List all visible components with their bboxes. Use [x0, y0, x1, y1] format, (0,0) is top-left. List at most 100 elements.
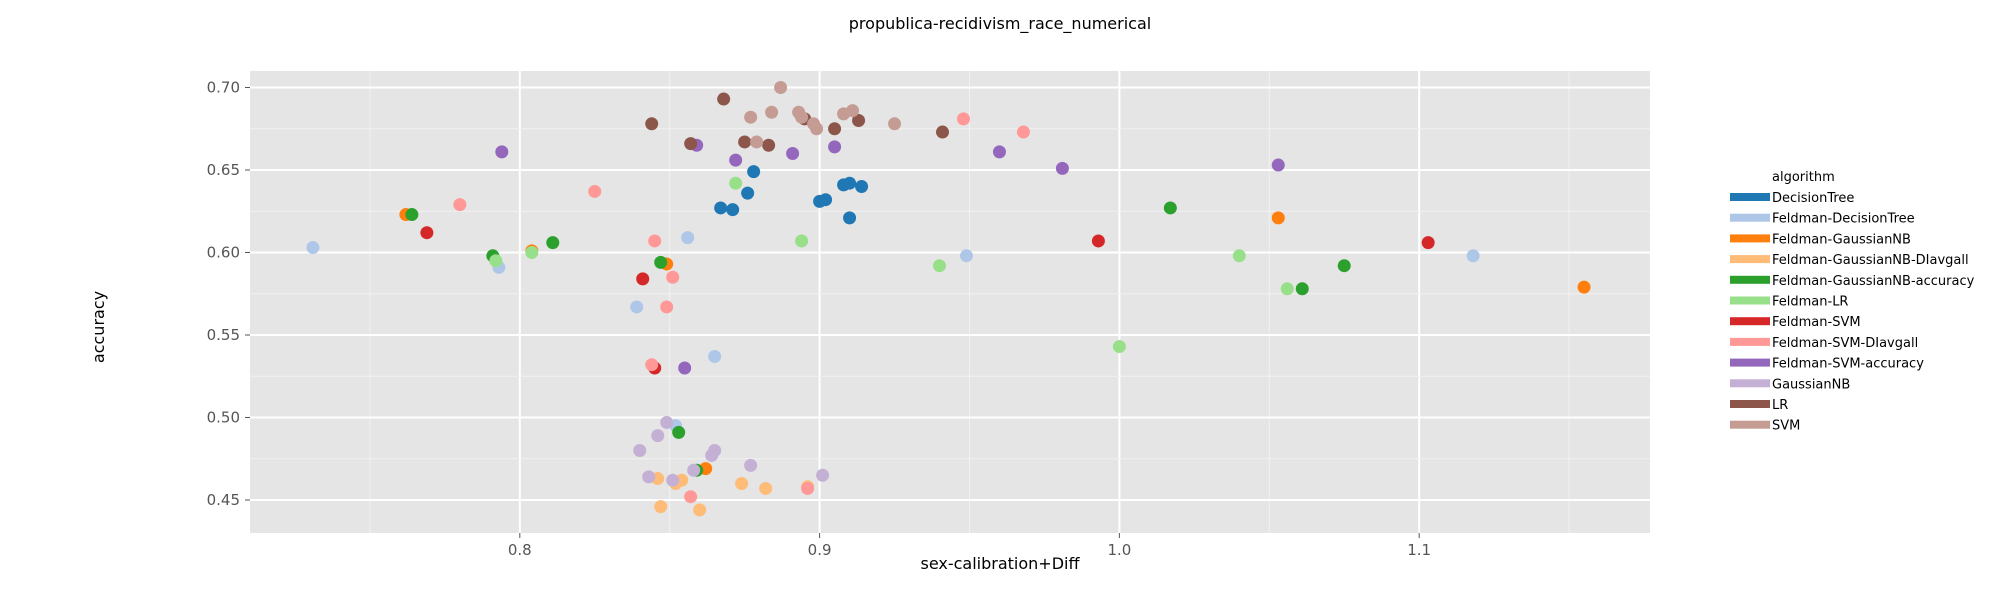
y-tick-label: 0.60 [207, 244, 240, 262]
y-axis-label: accuracy [89, 291, 108, 363]
point-feldman-gaussiannb-accuracy [546, 236, 560, 250]
point-feldman-gaussiannb-accuracy [1295, 282, 1309, 296]
point-feldman-svm-accuracy [495, 145, 509, 159]
point-feldman-svm-accuracy [1055, 161, 1069, 175]
point-feldman-decisiontree [306, 241, 320, 255]
point-feldman-svm-accuracy [992, 145, 1006, 159]
point-feldman-lr [525, 246, 539, 259]
point-feldman-svm [636, 272, 650, 286]
x-tick-label: 0.8 [508, 541, 532, 559]
data-points [306, 81, 1591, 517]
legend-swatch-svm [1730, 420, 1770, 429]
axis-ticks: 0.8 0.9 1.0 1.1 0.45 0.50 0.55 0.60 0.65 0.70 [207, 79, 1432, 560]
point-feldman-gaussiannb-accuracy [1337, 259, 1351, 273]
y-tick-label: 0.50 [207, 409, 240, 427]
point-feldman-lr [1280, 282, 1294, 296]
x-tick-label: 1.0 [1107, 541, 1131, 559]
point-decisiontree [726, 203, 740, 217]
point-feldman-gaussiannb-diavgall [693, 503, 707, 517]
point-feldman-svm-diavgall [956, 112, 970, 126]
point-feldman-gaussiannb-diavgall [735, 477, 749, 490]
point-gaussiannb [816, 468, 830, 482]
point-svm [750, 135, 764, 149]
point-feldman-decisiontree [630, 300, 644, 314]
point-svm [765, 105, 779, 119]
point-feldman-lr [795, 234, 809, 248]
point-feldman-lr [489, 254, 503, 268]
point-gaussiannb [660, 415, 674, 429]
legend-label-feldman-gaussiannb-accuracy: Feldman-GaussianNB-accuracy [1772, 274, 1975, 289]
legend-swatch-decisiontree [1730, 193, 1770, 201]
point-decisiontree [855, 180, 869, 193]
point-feldman-svm [1421, 236, 1435, 250]
point-gaussiannb [687, 463, 701, 477]
legend-swatch-gaussiannb [1730, 379, 1770, 388]
point-lr [738, 135, 752, 149]
point-feldman-svm-accuracy [1271, 158, 1285, 172]
point-gaussiannb [651, 429, 665, 443]
legend-swatch-feldman-svm-diavgall [1730, 337, 1770, 346]
point-lr [828, 122, 842, 136]
point-gaussiannb [744, 458, 758, 472]
x-tick-label: 1.1 [1407, 541, 1431, 559]
point-decisiontree [714, 201, 728, 215]
chart-title: propublica-recidivism_race_numerical [849, 14, 1151, 34]
point-feldman-svm-diavgall [588, 184, 602, 198]
x-tick-label: 0.9 [808, 541, 832, 559]
point-lr [852, 114, 866, 127]
point-feldman-svm-accuracy [786, 147, 800, 160]
legend-label-feldman-svm-accuracy: Feldman-SVM-accuracy [1772, 357, 1924, 372]
point-decisiontree [843, 211, 857, 225]
point-feldman-gaussiannb-diavgall [759, 481, 773, 495]
legend-swatch-feldman-gaussiannb-diavgall [1730, 255, 1770, 264]
legend-label-feldman-decisiontree: Feldman-DecisionTree [1772, 212, 1915, 227]
legend-swatch-lr [1730, 400, 1770, 408]
legend-label-gaussiannb: GaussianNB [1772, 377, 1850, 392]
legend: algorithm DecisionTree Feldman-DecisionTr… [1730, 170, 1975, 434]
point-feldman-svm-diavgall [645, 358, 659, 372]
point-feldman-svm-diavgall [801, 481, 815, 495]
legend-swatch-feldman-gaussiannb-accuracy [1730, 275, 1770, 284]
point-feldman-lr [933, 259, 947, 273]
legend-label-feldman-svm-diavgall: Feldman-SVM-DIavgall [1772, 336, 1918, 351]
point-feldman-gaussiannb-accuracy [654, 255, 668, 269]
point-svm [744, 110, 758, 124]
point-gaussiannb [642, 470, 656, 484]
legend-swatch-feldman-decisiontree [1730, 213, 1770, 222]
point-feldman-lr [1232, 249, 1246, 263]
x-axis-label: sex-calibration+Diff [920, 554, 1080, 573]
point-feldman-gaussiannb-accuracy [672, 425, 686, 439]
point-decisiontree [843, 176, 857, 190]
point-gaussiannb [666, 473, 680, 487]
y-tick-label: 0.45 [207, 491, 240, 509]
legend-label-decisiontree: DecisionTree [1772, 191, 1854, 206]
point-lr [717, 92, 731, 106]
point-decisiontree [747, 165, 761, 179]
point-gaussiannb [633, 444, 647, 457]
point-lr [645, 117, 659, 131]
legend-label-feldman-svm: Feldman-SVM [1772, 315, 1861, 330]
point-feldman-decisiontree [681, 231, 695, 245]
point-gaussiannb [708, 444, 722, 457]
point-lr [684, 137, 698, 151]
point-feldman-lr [729, 176, 743, 190]
point-feldman-svm-diavgall [453, 198, 467, 212]
point-feldman-svm-accuracy [828, 140, 842, 154]
point-feldman-gaussiannb [1271, 211, 1285, 225]
point-feldman-svm-diavgall [684, 490, 698, 504]
point-feldman-lr [1112, 340, 1126, 354]
y-tick-label: 0.70 [207, 79, 240, 97]
legend-swatch-feldman-svm [1730, 317, 1770, 326]
point-feldman-svm [1091, 234, 1105, 248]
point-svm [888, 117, 902, 131]
legend-label-lr: LR [1772, 398, 1788, 413]
legend-label-feldman-lr: Feldman-LR [1772, 295, 1848, 310]
point-feldman-svm-diavgall [660, 300, 674, 314]
plot-area [250, 71, 1650, 533]
point-feldman-gaussiannb-accuracy [405, 208, 419, 222]
point-svm [774, 81, 788, 94]
legend-swatch-feldman-gaussiannb [1730, 234, 1770, 243]
y-tick-label: 0.55 [207, 326, 240, 344]
legend-title: algorithm [1772, 170, 1835, 185]
legend-swatch-feldman-lr [1730, 296, 1770, 305]
